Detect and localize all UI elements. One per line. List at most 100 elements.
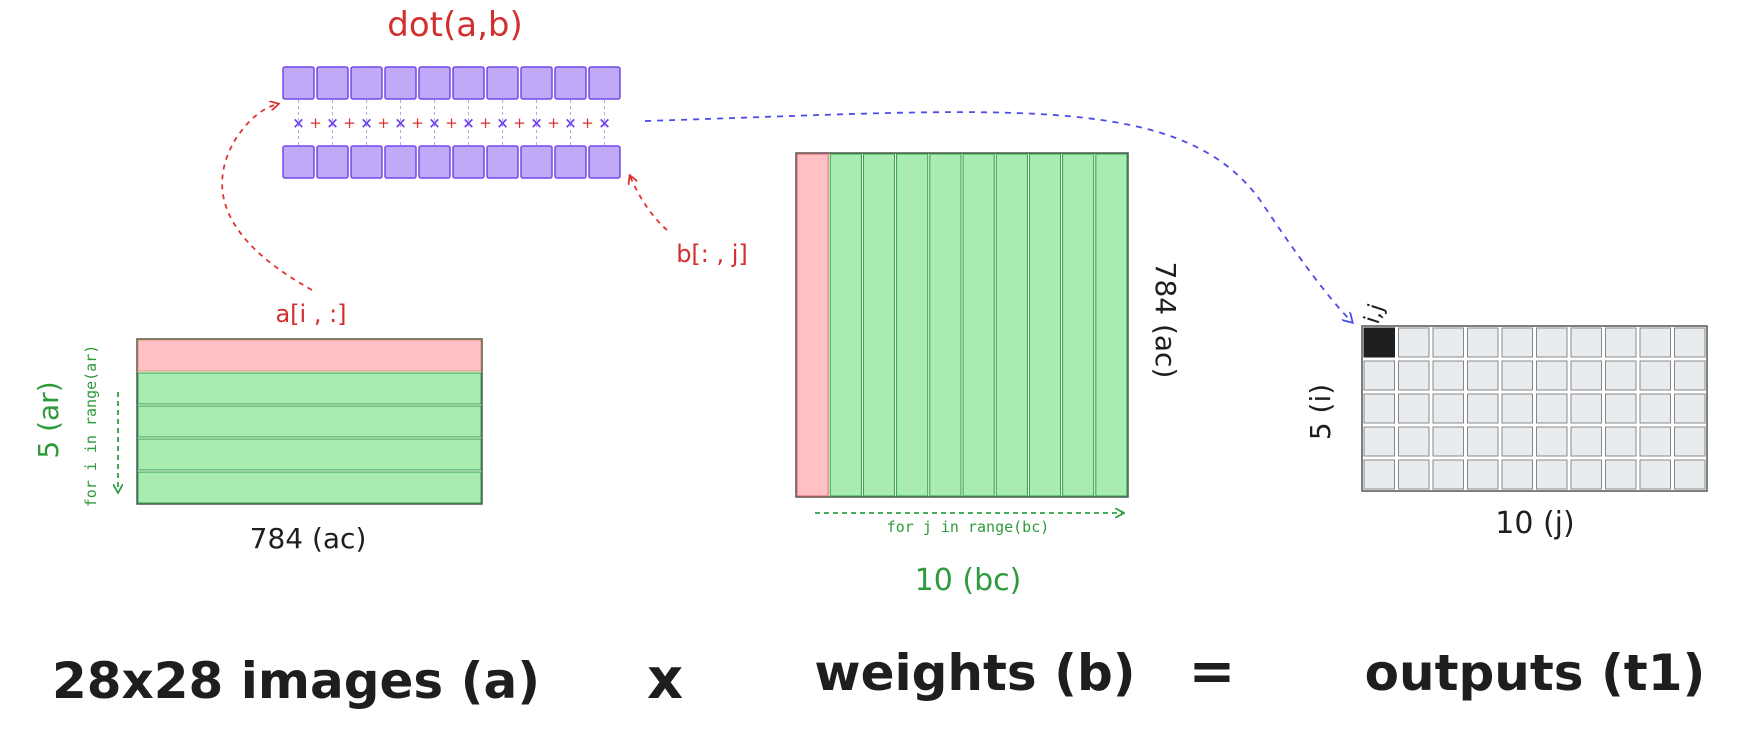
output-cell (1674, 426, 1706, 457)
output-cell (1398, 327, 1430, 358)
vector-a-cell (350, 66, 383, 100)
vector-b-cell (384, 145, 417, 179)
output-cell (1467, 393, 1499, 424)
matrix-b-col (962, 153, 995, 497)
vector-b-cell (486, 145, 519, 179)
output-cell (1536, 459, 1568, 490)
output-cell (1605, 327, 1637, 358)
matrix-b (795, 152, 1129, 498)
output-cell (1639, 327, 1671, 358)
add-symbol: + (513, 114, 526, 132)
caption-b: weights (b) (814, 644, 1135, 702)
mul-symbol: × (496, 114, 509, 132)
output-cell (1467, 426, 1499, 457)
output-rows-label: 5 (i) (1304, 384, 1337, 440)
add-symbol: + (411, 114, 424, 132)
output-cell (1536, 360, 1568, 391)
vector-a-cell (452, 66, 485, 100)
mul-symbol: × (598, 114, 611, 132)
output-cell (1570, 327, 1602, 358)
matrix-b-col (929, 153, 962, 497)
matrix-b-col (829, 153, 862, 497)
output-cell (1570, 459, 1602, 490)
a-rows-label: 5 (ar) (32, 381, 65, 458)
output-cell (1501, 393, 1533, 424)
output-cell (1674, 459, 1706, 490)
vector-b-cell (452, 145, 485, 179)
vector-b-col (282, 145, 621, 179)
output-cell (1432, 459, 1464, 490)
output-cell (1363, 459, 1395, 490)
output-cell (1536, 393, 1568, 424)
matrix-b-col (1028, 153, 1062, 497)
caption-out: outputs (t1) (1365, 644, 1706, 702)
matrix-output (1361, 325, 1708, 492)
output-cols-label: 10 (j) (1495, 506, 1574, 541)
add-symbol: + (445, 114, 458, 132)
output-cell (1605, 360, 1637, 391)
output-cell-label: i,j (1360, 301, 1390, 327)
caption-times: x (647, 647, 683, 712)
matrix-b-col (896, 153, 929, 497)
output-cell (1501, 459, 1533, 490)
b-col-label: b[: , j] (676, 240, 748, 268)
output-cell-ij (1363, 327, 1395, 358)
output-cell (1432, 360, 1464, 391)
output-cell (1570, 360, 1602, 391)
output-cell (1639, 360, 1671, 391)
mul-symbol: × (462, 114, 475, 132)
mul-symbol: × (360, 114, 373, 132)
vector-a-cell (384, 66, 417, 100)
output-cell (1467, 360, 1499, 391)
output-cell (1363, 360, 1395, 391)
vector-b-cell (282, 145, 315, 179)
mul-symbol: × (292, 114, 305, 132)
add-symbol: + (377, 114, 390, 132)
output-cell (1501, 360, 1533, 391)
vector-a-cell (554, 66, 587, 100)
a-row-label: a[i , :] (275, 300, 346, 328)
vector-b-cell (316, 145, 349, 179)
output-cell (1639, 393, 1671, 424)
vector-a-cell (418, 66, 451, 100)
output-cell (1674, 360, 1706, 391)
output-cell (1467, 327, 1499, 358)
caption-equals: = (1189, 639, 1236, 704)
output-cell (1398, 393, 1430, 424)
output-cell (1501, 327, 1533, 358)
b-cols-label: 10 (bc) (915, 563, 1022, 598)
matrix-output-frame (1361, 325, 1708, 492)
output-cell (1674, 327, 1706, 358)
matrix-b-frame (795, 152, 1129, 498)
mul-symbol: × (394, 114, 407, 132)
output-cell (1536, 327, 1568, 358)
vector-b-cell (350, 145, 383, 179)
mul-symbol: × (564, 114, 577, 132)
vector-a-cell (316, 66, 349, 100)
elementwise-ops: × + × + × + × + × + × + × + × + × + × (292, 100, 611, 145)
caption-a: 28x28 images (a) (52, 652, 540, 710)
b-loop-label: for j in range(bc) (887, 518, 1050, 536)
vector-b-cell (554, 145, 587, 179)
arrow-a-row-to-vector (221, 104, 313, 291)
vector-b-cell (588, 145, 621, 179)
output-cell (1501, 426, 1533, 457)
output-cell (1605, 393, 1637, 424)
output-cell (1467, 459, 1499, 490)
mul-symbol: × (530, 114, 543, 132)
a-loop-label: for i in range(ar) (82, 345, 100, 508)
output-cell (1398, 360, 1430, 391)
matrix-a-row (137, 438, 482, 471)
b-rows-label: 784 (ac) (1149, 262, 1182, 379)
add-symbol: + (343, 114, 356, 132)
add-symbol: + (479, 114, 492, 132)
matrix-b-col (1095, 153, 1128, 497)
vector-a-row (282, 66, 621, 100)
matrix-a-frame (136, 338, 483, 505)
output-cell (1536, 426, 1568, 457)
matrix-b-selected-col (796, 153, 829, 497)
output-cell (1432, 426, 1464, 457)
output-cell (1432, 393, 1464, 424)
vector-b-cell (520, 145, 553, 179)
